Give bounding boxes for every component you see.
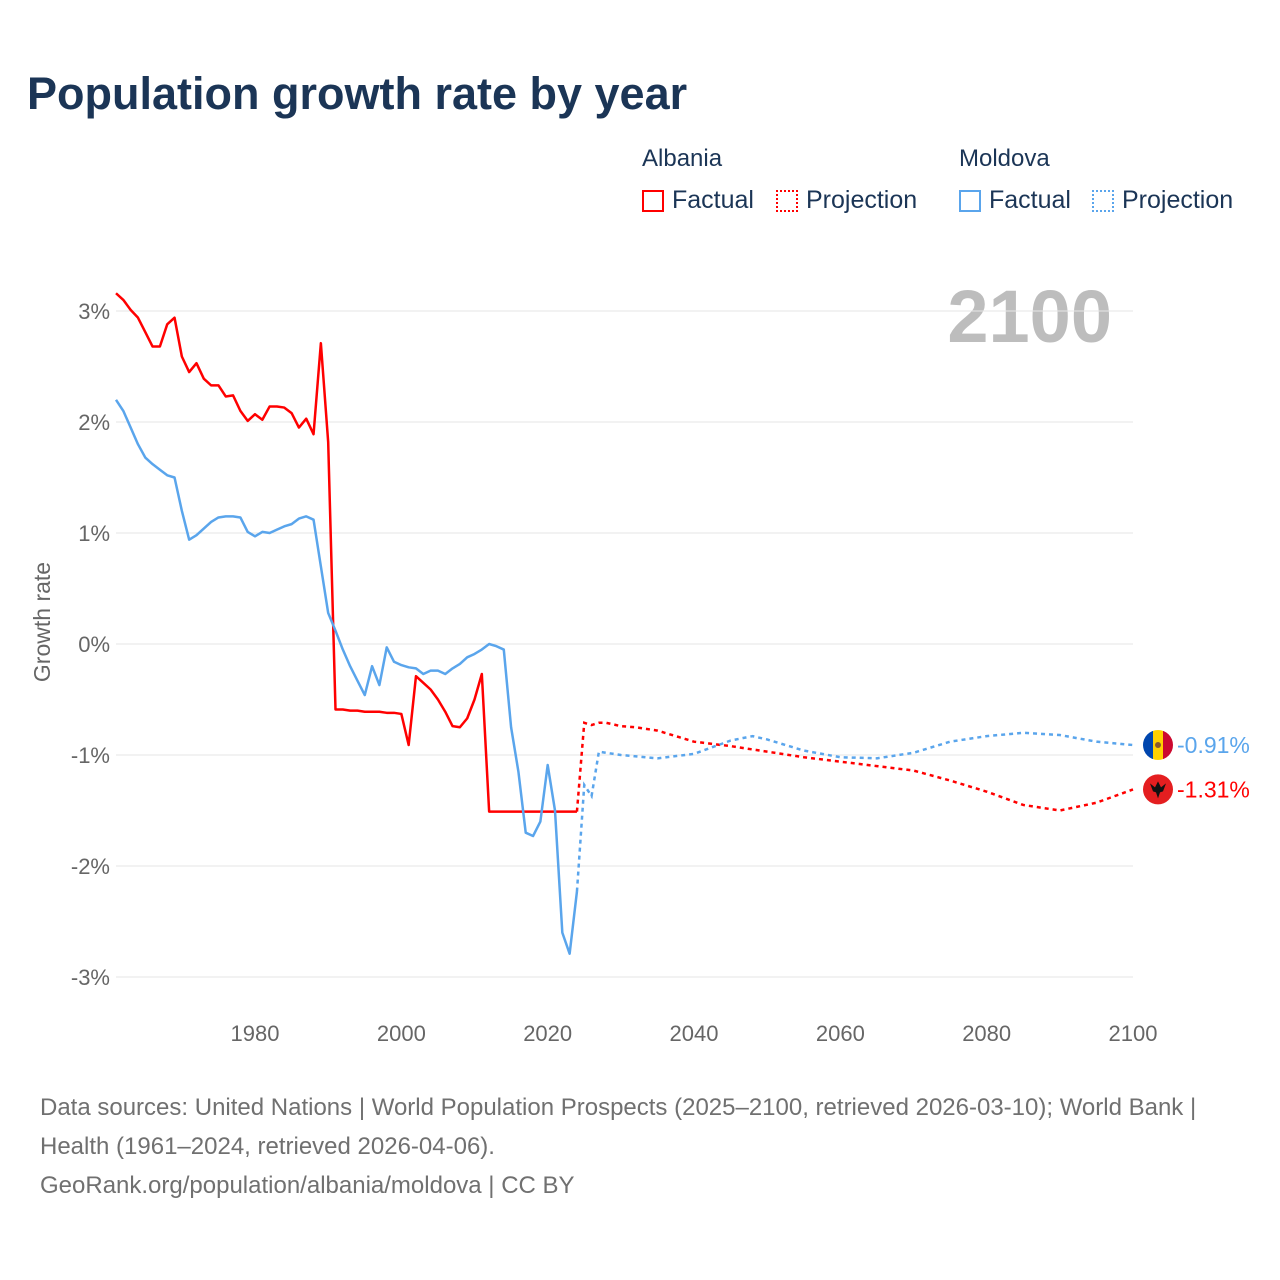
y-tick-label: 2% bbox=[78, 410, 110, 435]
flag-stripe bbox=[1143, 730, 1153, 761]
legend-label: Factual bbox=[672, 186, 754, 214]
albania-projection-line bbox=[575, 721, 1134, 812]
moldova-projection-line bbox=[575, 731, 1134, 892]
y-tick-label: 1% bbox=[78, 521, 110, 546]
x-tick-label: 2040 bbox=[670, 1021, 719, 1046]
source-link[interactable]: GeoRank.org/population/albania/moldova |… bbox=[40, 1172, 575, 1199]
legend-group-moldova: Moldova bbox=[959, 145, 1050, 172]
legend-swatch-solid bbox=[642, 189, 664, 212]
legend-moldova-projection[interactable]: Projection bbox=[1092, 186, 1233, 215]
x-tick-label: 2100 bbox=[1109, 1021, 1158, 1046]
flag-stripes bbox=[1143, 730, 1173, 761]
legend-swatch-dotted bbox=[1092, 189, 1114, 212]
legend-label: Factual bbox=[989, 186, 1071, 214]
y-tick-label: -1% bbox=[71, 743, 110, 768]
y-axis-label: Growth rate bbox=[29, 562, 55, 682]
legend-swatch-dotted bbox=[776, 189, 798, 212]
legend-swatch-solid bbox=[959, 189, 981, 212]
year-indicator: 2100 bbox=[947, 275, 1112, 358]
y-tick-label: 3% bbox=[78, 299, 110, 324]
flag-stripe bbox=[1163, 730, 1173, 761]
x-tick-label: 1980 bbox=[231, 1021, 280, 1046]
legend-moldova-factual[interactable]: Factual bbox=[959, 186, 1071, 215]
x-tick-label: 2060 bbox=[816, 1021, 865, 1046]
x-tick-label: 2020 bbox=[523, 1021, 572, 1046]
y-tick-label: -3% bbox=[71, 965, 110, 990]
data-sources: Data sources: United Nations | World Pop… bbox=[40, 1094, 1197, 1160]
legend-label: Projection bbox=[1122, 186, 1234, 214]
x-tick-label: 2080 bbox=[962, 1021, 1011, 1046]
x-tick-label: 2000 bbox=[377, 1021, 426, 1046]
albania-factual-line bbox=[115, 292, 577, 813]
legend-label: Projection bbox=[806, 186, 918, 214]
moldova-flag-icon bbox=[1143, 730, 1173, 761]
albania-flag-icon bbox=[1143, 774, 1173, 805]
chart-title: Population growth rate by year bbox=[27, 68, 688, 119]
y-tick-label: -2% bbox=[71, 854, 110, 879]
albania-end-label: -1.31% bbox=[1177, 776, 1250, 802]
eagle-icon bbox=[1150, 781, 1166, 799]
y-tick-label: 0% bbox=[78, 632, 110, 657]
moldova-end-label: -0.91% bbox=[1177, 732, 1250, 758]
legend-albania-projection[interactable]: Projection bbox=[776, 186, 917, 215]
flag-emblem bbox=[1155, 742, 1161, 749]
moldova-factual-line bbox=[114, 399, 579, 955]
footer: Data sources: United Nations | World Pop… bbox=[40, 1088, 1240, 1205]
legend-albania-factual[interactable]: Factual bbox=[642, 186, 754, 215]
legend-group-albania: Albania bbox=[642, 145, 723, 172]
